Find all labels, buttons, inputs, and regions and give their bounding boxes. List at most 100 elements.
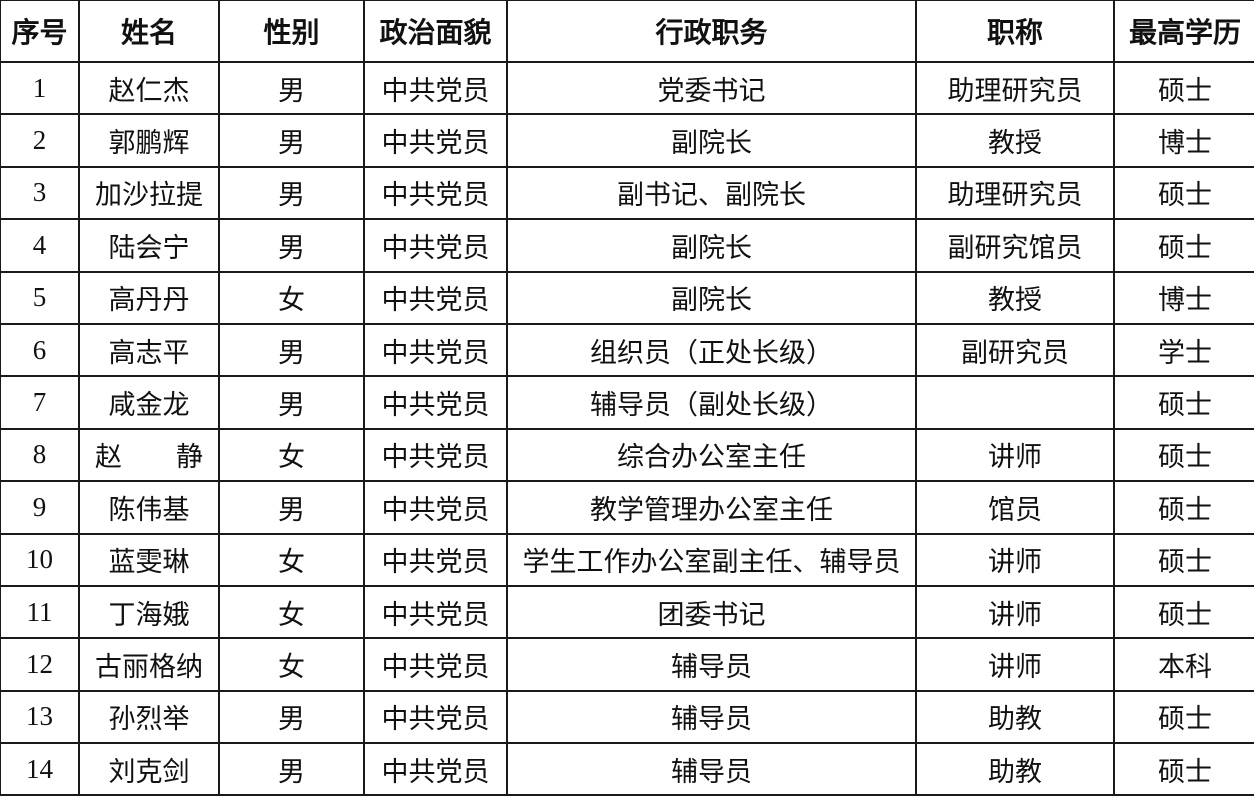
cell-index: 4 — [0, 218, 80, 273]
header-gender: 性别 — [218, 0, 365, 63]
cell-political-status: 中共党员 — [363, 427, 508, 483]
cell-name: 高志平 — [78, 322, 220, 378]
cell-title: 副研究馆员 — [915, 218, 1115, 273]
table-row: 1 赵仁杰男中共党员 党委书记 助理研究员 硕士 — [0, 60, 1254, 116]
cell-admin-position: 党委书记 — [506, 60, 917, 116]
cell-name: 赵 静 — [78, 427, 220, 483]
cell-admin-position: 教学管理办公室主任 — [506, 480, 917, 535]
table-row: 13 孙烈举男中共党员 辅导员 助教 硕士 — [0, 689, 1254, 745]
cell-political-status: 中共党员 — [363, 113, 508, 168]
header-political-status: 政治面貌 — [363, 0, 508, 63]
cell-name: 陈伟基 — [78, 480, 220, 535]
table-row: 6 高志平男中共党员 组织员（正处长级） 副研究员 学士 — [0, 322, 1254, 378]
cell-gender: 女 — [218, 637, 365, 692]
cell-index: 10 — [0, 532, 80, 587]
cell-title: 馆员 — [915, 480, 1115, 535]
cell-title: 讲师 — [915, 427, 1115, 483]
cell-index: 8 — [0, 427, 80, 483]
cell-name: 陆会宁 — [78, 218, 220, 273]
cell-name: 加沙拉提 — [78, 165, 220, 221]
cell-title: 助理研究员 — [915, 60, 1115, 116]
cell-political-status: 中共党员 — [363, 742, 508, 797]
cell-admin-position: 综合办公室主任 — [506, 427, 917, 483]
cell-index: 11 — [0, 584, 80, 640]
cell-education: 硕士 — [1113, 375, 1254, 430]
cell-education: 硕士 — [1113, 480, 1254, 535]
table-row: 10 蓝雯琳女中共党员 学生工作办公室副主任、辅导员 讲师 硕士 — [0, 532, 1254, 587]
cell-index: 6 — [0, 322, 80, 378]
cell-political-status: 中共党员 — [363, 480, 508, 535]
cell-gender: 男 — [218, 375, 365, 430]
cell-education: 硕士 — [1113, 584, 1254, 640]
cell-admin-position: 辅导员 — [506, 742, 917, 797]
cell-name: 咸金龙 — [78, 375, 220, 430]
cell-gender: 男 — [218, 480, 365, 535]
cell-political-status: 中共党员 — [363, 375, 508, 430]
cell-education: 硕士 — [1113, 427, 1254, 483]
cell-gender: 男 — [218, 322, 365, 378]
cell-gender: 男 — [218, 689, 365, 745]
cell-admin-position: 辅导员 — [506, 689, 917, 745]
cell-education: 硕士 — [1113, 218, 1254, 273]
header-education: 最高学历 — [1113, 0, 1254, 63]
cell-title: 助教 — [915, 742, 1115, 797]
cell-gender: 男 — [218, 742, 365, 797]
cell-title: 讲师 — [915, 584, 1115, 640]
cell-title: 讲师 — [915, 637, 1115, 692]
cell-index: 7 — [0, 375, 80, 430]
cell-education: 硕士 — [1113, 742, 1254, 797]
cell-index: 1 — [0, 60, 80, 116]
cell-admin-position: 团委书记 — [506, 584, 917, 640]
header-name: 姓名 — [78, 0, 220, 63]
cell-admin-position: 副院长 — [506, 270, 917, 325]
cell-education: 硕士 — [1113, 165, 1254, 221]
cell-admin-position: 组织员（正处长级） — [506, 322, 917, 378]
cell-education: 学士 — [1113, 322, 1254, 378]
table-row: 7 咸金龙男中共党员 辅导员（副处长级） 硕士 — [0, 375, 1254, 430]
cell-index: 13 — [0, 689, 80, 745]
cell-gender: 男 — [218, 165, 365, 221]
table-body: 1 赵仁杰男中共党员 党委书记 助理研究员 硕士 2 郭鹏辉男中共党员 副院长 教授 博士 3 加沙拉… — [0, 60, 1254, 797]
cell-admin-position: 辅导员 — [506, 637, 917, 692]
table-row: 12 古丽格纳女中共党员 辅导员 讲师 本科 — [0, 637, 1254, 692]
cell-political-status: 中共党员 — [363, 270, 508, 325]
cell-admin-position: 副书记、副院长 — [506, 165, 917, 221]
header-title: 职称 — [915, 0, 1115, 63]
cell-name: 孙烈举 — [78, 689, 220, 745]
table-row: 5 高丹丹女中共党员 副院长 教授 博士 — [0, 270, 1254, 325]
table-row: 2 郭鹏辉男中共党员 副院长 教授 博士 — [0, 113, 1254, 168]
cell-education: 硕士 — [1113, 532, 1254, 587]
cell-name: 赵仁杰 — [78, 60, 220, 116]
cell-admin-position: 辅导员（副处长级） — [506, 375, 917, 430]
cell-index: 3 — [0, 165, 80, 221]
cell-name: 刘克剑 — [78, 742, 220, 797]
cell-title: 助教 — [915, 689, 1115, 745]
cell-gender: 女 — [218, 532, 365, 587]
cell-gender: 男 — [218, 60, 365, 116]
table-row: 9 陈伟基男中共党员 教学管理办公室主任 馆员 硕士 — [0, 480, 1254, 535]
cell-name: 高丹丹 — [78, 270, 220, 325]
cell-name: 丁海娥 — [78, 584, 220, 640]
cell-name: 郭鹏辉 — [78, 113, 220, 168]
cell-name: 蓝雯琳 — [78, 532, 220, 587]
cell-political-status: 中共党员 — [363, 60, 508, 116]
cell-index: 2 — [0, 113, 80, 168]
cell-title: 教授 — [915, 113, 1115, 168]
cell-gender: 男 — [218, 113, 365, 168]
cell-political-status: 中共党员 — [363, 584, 508, 640]
cell-political-status: 中共党员 — [363, 532, 508, 587]
table-row: 14 刘克剑男中共党员 辅导员 助教 硕士 — [0, 742, 1254, 797]
cell-admin-position: 学生工作办公室副主任、辅导员 — [506, 532, 917, 587]
cell-index: 12 — [0, 637, 80, 692]
cell-title — [915, 375, 1115, 430]
cell-name: 古丽格纳 — [78, 637, 220, 692]
table-row: 4 陆会宁男中共党员 副院长 副研究馆员 硕士 — [0, 218, 1254, 273]
header-row: 序号 姓名 性别 政治面貌 行政职务 职称 最高学历 — [0, 0, 1254, 63]
cell-admin-position: 副院长 — [506, 218, 917, 273]
cell-gender: 女 — [218, 270, 365, 325]
cell-political-status: 中共党员 — [363, 637, 508, 692]
header-index: 序号 — [0, 0, 80, 63]
cell-political-status: 中共党员 — [363, 689, 508, 745]
